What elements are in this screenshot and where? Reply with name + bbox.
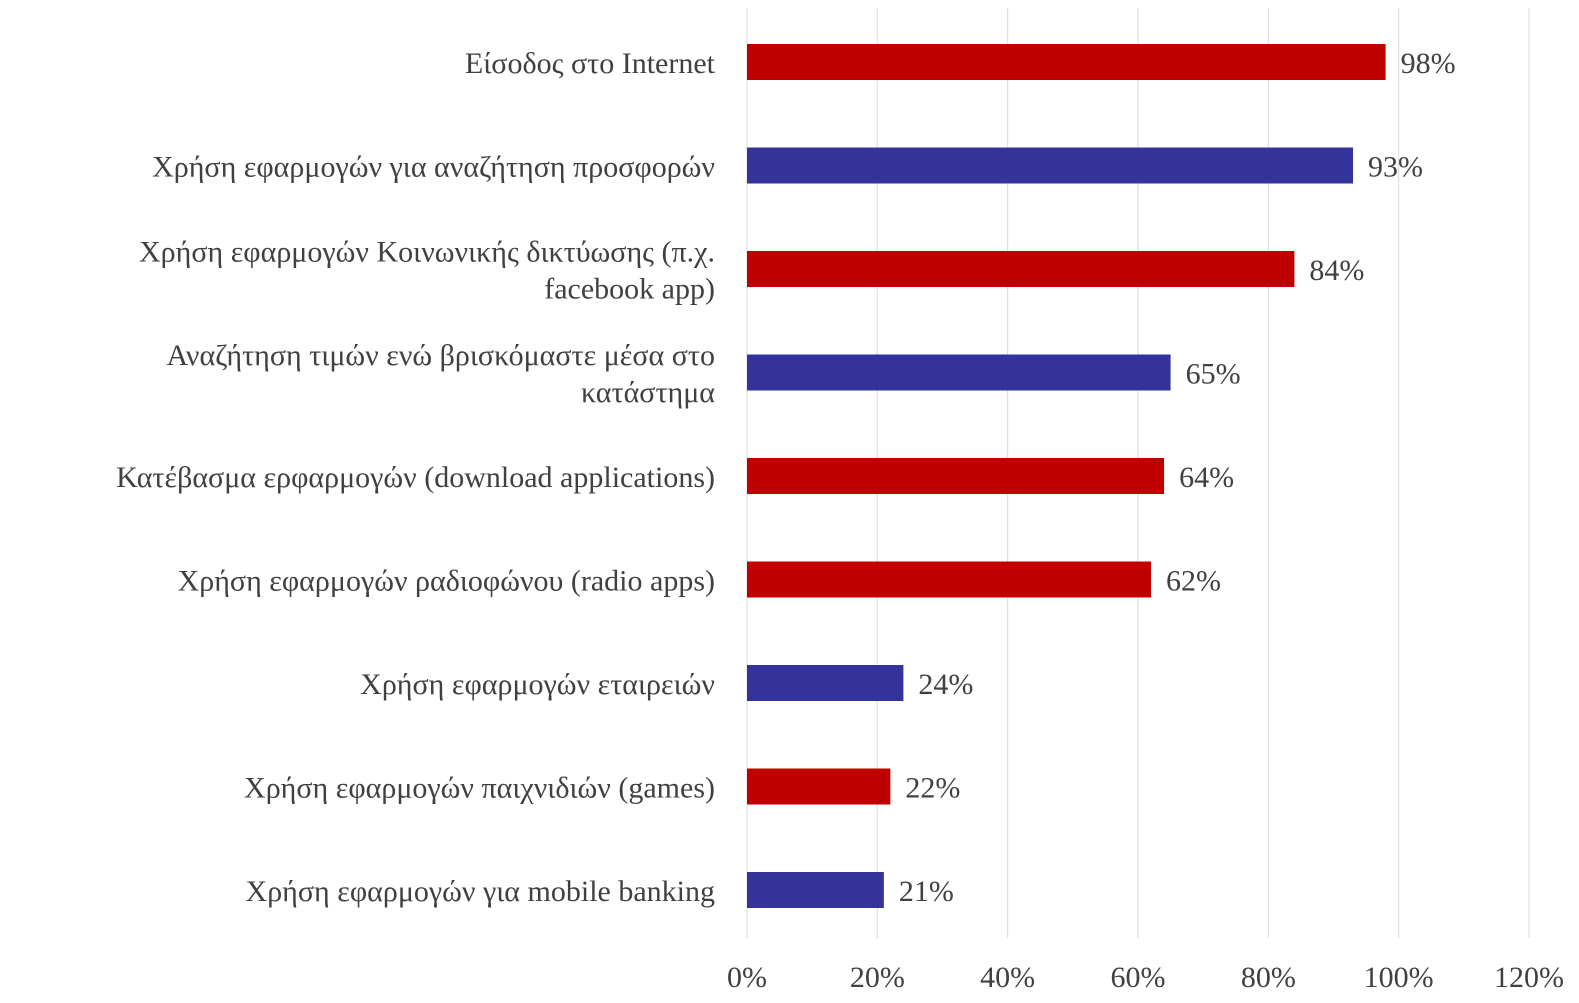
x-tick-label: 20% bbox=[850, 961, 905, 994]
category-label-line: Χρήση εφαρμογών ραδιοφώνου (radio apps) bbox=[178, 565, 715, 598]
category-label-line: Κατέβασμα ερφαρμογών (download applicati… bbox=[116, 461, 715, 494]
x-axis-ticks: 0% 20% 40% 60% 80% 100% 120% bbox=[727, 961, 1564, 994]
bar bbox=[747, 768, 891, 805]
bar-value-label: 62% bbox=[1166, 565, 1221, 598]
x-tick-label: 40% bbox=[980, 961, 1035, 994]
category-label: Χρήση εφαρμογών για mobile banking bbox=[246, 875, 715, 908]
category-label: Αναζήτηση τιμών ενώ βρισκόμαστε μέσα στο… bbox=[166, 339, 715, 409]
category-label-line: Είσοδος στο Internet bbox=[465, 47, 716, 80]
x-tick-label: 120% bbox=[1494, 961, 1564, 994]
bar-value-label: 98% bbox=[1401, 47, 1456, 80]
x-tick-label: 100% bbox=[1364, 961, 1434, 994]
category-label: Χρήση εφαρμογών για αναζήτηση προσφορών bbox=[152, 151, 715, 184]
category-label: Κατέβασμα ερφαρμογών (download applicati… bbox=[116, 461, 715, 494]
category-labels: Είσοδος στο Internet Χρήση εφαρμογών για … bbox=[116, 47, 716, 908]
category-label: Είσοδος στο Internet bbox=[465, 47, 716, 80]
x-tick-label: 0% bbox=[727, 961, 767, 994]
bar-value-label: 84% bbox=[1309, 254, 1364, 287]
category-label-line: κατάστημα bbox=[581, 376, 715, 409]
bar-value-label: 93% bbox=[1368, 151, 1423, 184]
category-label-line: Χρήση εφαρμογών Κοινωνικής δικτύωσης (π.… bbox=[139, 236, 715, 269]
value-labels: 98% 93% 84% 65% 64% 62% 24% 22% 21% bbox=[899, 47, 1456, 908]
bar bbox=[747, 44, 1386, 80]
category-label-line: Χρήση εφαρμογών εταιρειών bbox=[360, 668, 715, 701]
category-label-line: Αναζήτηση τιμών ενώ βρισκόμαστε μέσα στο bbox=[166, 339, 715, 372]
bar bbox=[747, 251, 1295, 287]
bar bbox=[747, 665, 904, 701]
bar-value-label: 65% bbox=[1186, 358, 1241, 391]
category-label: Χρήση εφαρμογών παιχνιδιών (games) bbox=[244, 772, 715, 805]
category-label: Χρήση εφαρμογών Κοινωνικής δικτύωσης (π.… bbox=[139, 236, 715, 306]
bar-value-label: 21% bbox=[899, 875, 954, 908]
category-label-line: Χρήση εφαρμογών παιχνιδιών (games) bbox=[244, 772, 715, 805]
bar bbox=[747, 354, 1171, 391]
bar-value-label: 64% bbox=[1179, 461, 1234, 494]
category-label: Χρήση εφαρμογών ραδιοφώνου (radio apps) bbox=[178, 565, 715, 598]
bar bbox=[747, 458, 1165, 494]
bar bbox=[747, 561, 1152, 598]
bar bbox=[747, 147, 1354, 184]
category-label: Χρήση εφαρμογών εταιρειών bbox=[360, 668, 715, 701]
category-label-line: Χρήση εφαρμογών για αναζήτηση προσφορών bbox=[152, 151, 715, 184]
category-label-line: facebook app) bbox=[544, 273, 715, 306]
bar-value-label: 24% bbox=[918, 668, 973, 701]
bar bbox=[747, 872, 884, 908]
bars bbox=[747, 44, 1386, 908]
category-label-line: Χρήση εφαρμογών για mobile banking bbox=[246, 875, 715, 908]
bar-value-label: 22% bbox=[905, 772, 960, 805]
x-tick-label: 60% bbox=[1111, 961, 1166, 994]
x-tick-label: 80% bbox=[1241, 961, 1296, 994]
